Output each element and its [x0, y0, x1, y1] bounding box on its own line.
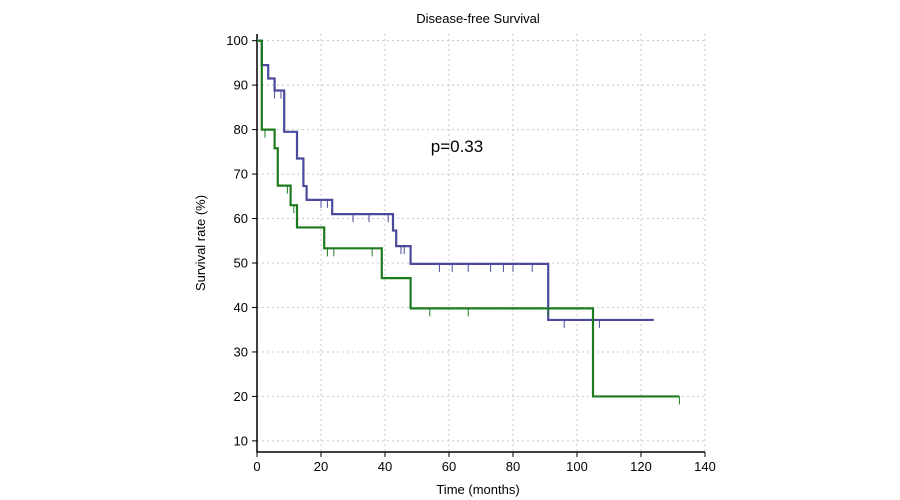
x-tick-label: 40 [378, 459, 392, 474]
x-tick-label: 60 [442, 459, 456, 474]
survival-curve-1 [257, 39, 654, 322]
y-tick-label: 10 [234, 433, 248, 448]
x-tick-label: 80 [506, 459, 520, 474]
x-tick-label: 100 [566, 459, 588, 474]
x-tick-label: 0 [253, 459, 260, 474]
y-axis-label: Survival rate (%) [193, 195, 208, 291]
y-tick-label: 70 [234, 167, 248, 182]
chart-title: Disease-free Survival [416, 11, 540, 26]
p-value-annotation: p=0.33 [431, 137, 483, 156]
y-tick-label: 20 [234, 389, 248, 404]
series-layer [257, 39, 680, 405]
x-axis-label: Time (months) [436, 482, 519, 497]
y-tick-label: 90 [234, 78, 248, 93]
series-2 [257, 39, 680, 405]
x-tick-label: 20 [314, 459, 328, 474]
x-tick-label: 140 [694, 459, 716, 474]
y-tick-label: 60 [234, 211, 248, 226]
axes: 0 20 40 60 80 100 120 140 10 20 30 40 50 60 70 80 90 100 [226, 33, 716, 474]
y-tick-label: 50 [234, 256, 248, 271]
x-tick-label: 120 [630, 459, 652, 474]
y-tick-label: 30 [234, 344, 248, 359]
series-1 [257, 39, 654, 328]
survival-curve-2 [257, 39, 680, 398]
y-tick-label: 80 [234, 122, 248, 137]
y-tick-label: 40 [234, 300, 248, 315]
y-tick-label: 100 [226, 33, 248, 48]
